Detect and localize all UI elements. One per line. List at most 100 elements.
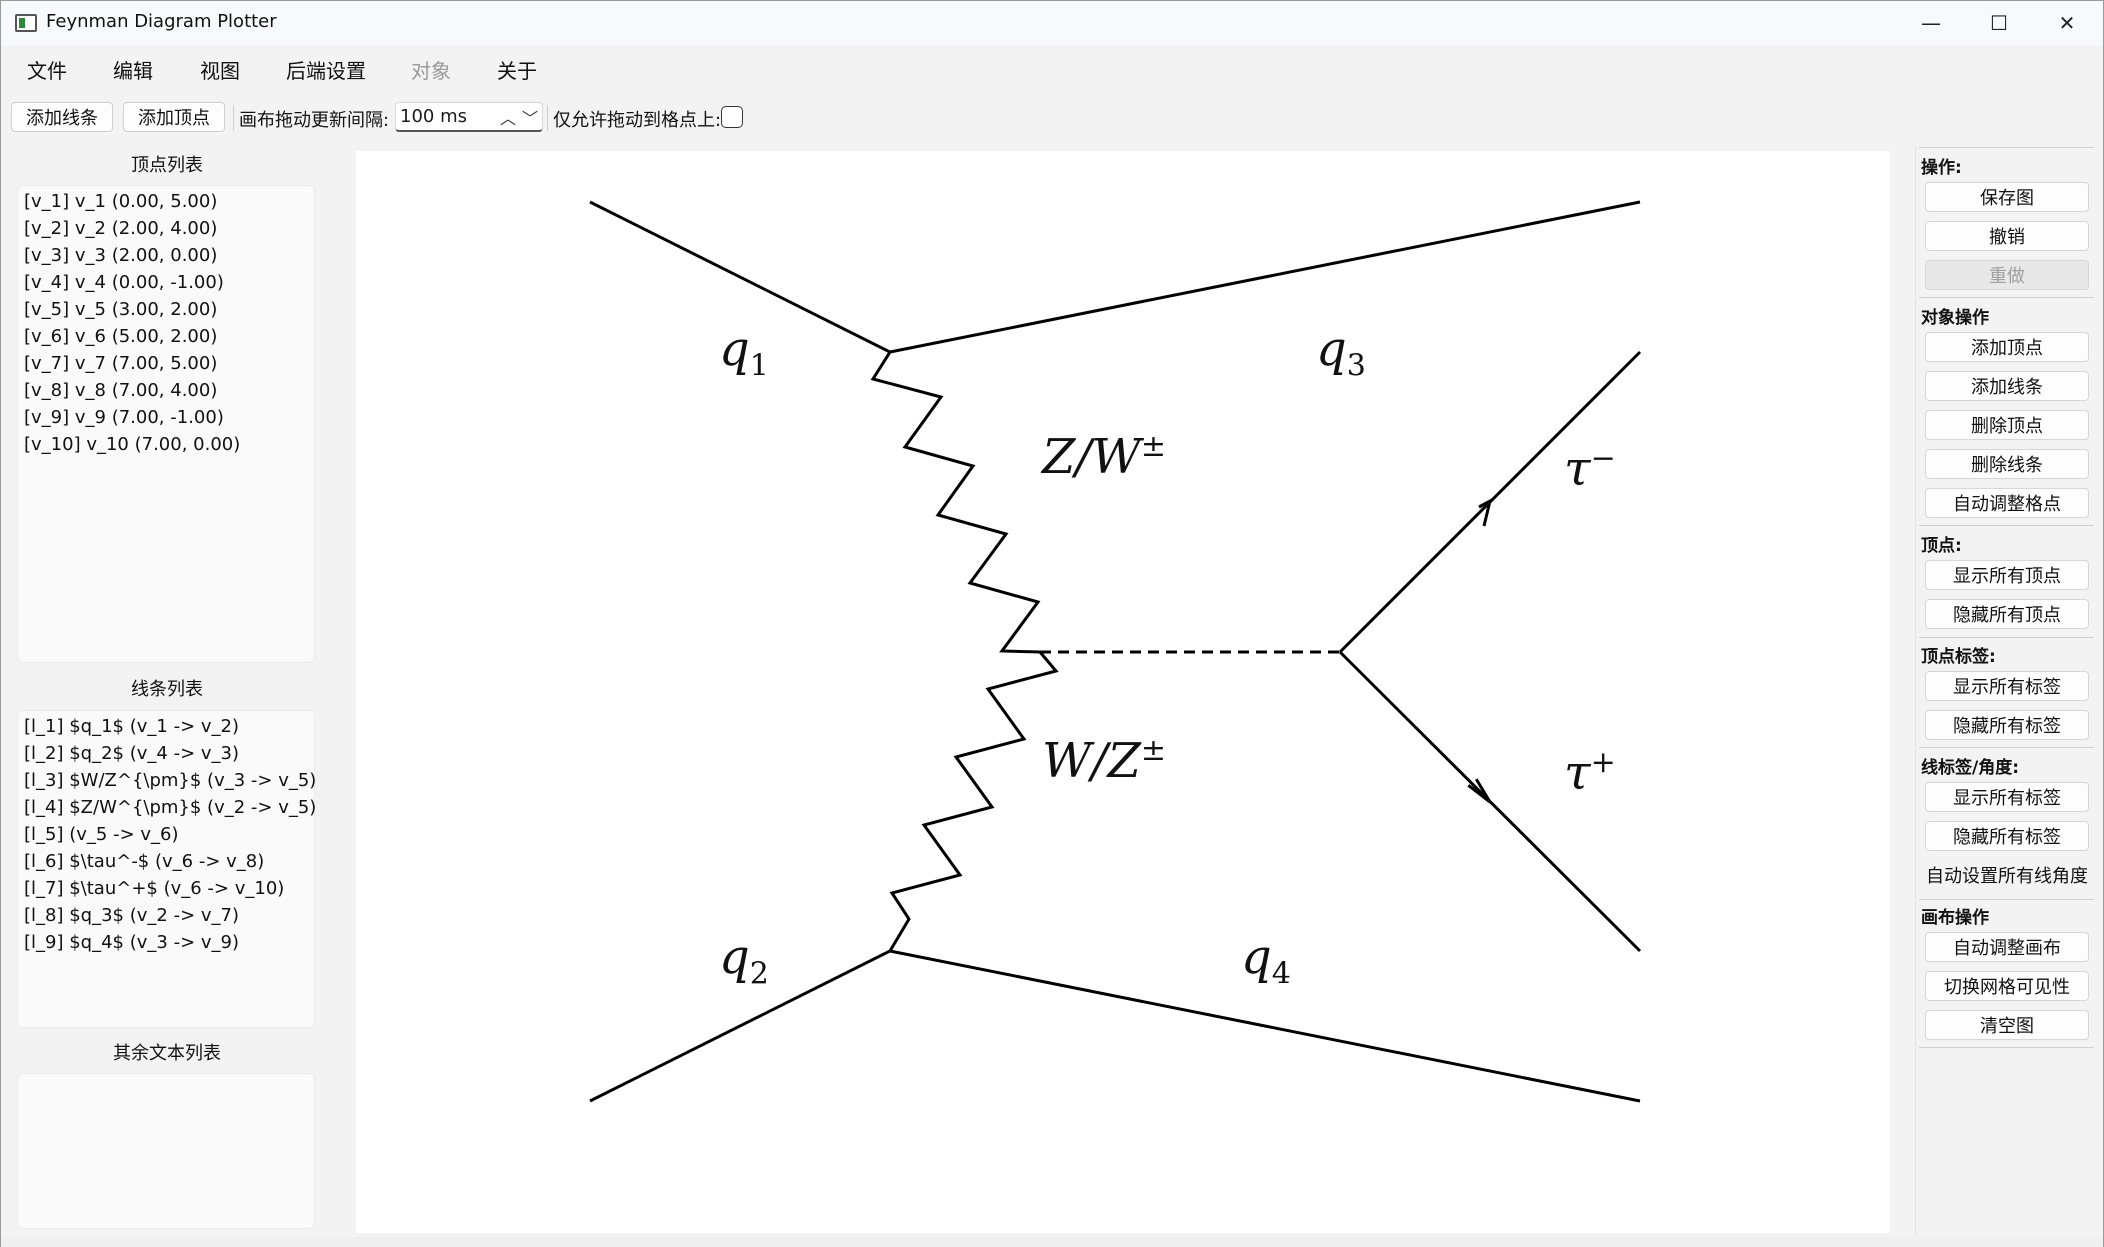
toolbar-separator xyxy=(233,105,234,131)
panel-divider xyxy=(1919,147,2094,148)
menu-file[interactable]: 文件 xyxy=(27,59,67,83)
line-w-z-boson-zigzag[interactable] xyxy=(888,651,1059,952)
hide-all-vertex-labels-button[interactable]: 隐藏所有标签 xyxy=(1925,710,2089,740)
line-list[interactable]: [l_1] $q_1$ (v_1 -> v_2) [l_2] $q_2$ (v_… xyxy=(17,710,317,1028)
line-list-item[interactable]: [l_7] $\tau^+$ (v_6 -> v_10) xyxy=(24,878,285,899)
menu-object[interactable]: 对象 xyxy=(411,59,451,83)
diagram-canvas[interactable]: q1 q3 q2 q4 Z/W± W/Z± τ− τ+ xyxy=(356,151,1890,1233)
line-q4[interactable] xyxy=(889,949,1641,1103)
line-q2[interactable] xyxy=(589,949,891,1103)
line-list-item[interactable]: [l_8] $q_3$ (v_2 -> v_7) xyxy=(24,905,239,926)
right-operations-panel xyxy=(1915,146,2095,1236)
label-w-z-boson[interactable]: W/Z± xyxy=(1042,733,1166,789)
show-all-line-labels-button[interactable]: 显示所有标签 xyxy=(1925,782,2089,812)
drag-interval-value: 100 ms xyxy=(400,106,467,127)
drag-interval-label: 画布拖动更新间隔: xyxy=(239,110,390,131)
vertex-list-item[interactable]: [v_4] v_4 (0.00, -1.00) xyxy=(24,272,224,293)
object-ops-section-label: 对象操作 xyxy=(1921,308,1989,328)
label-tau-plus[interactable]: τ+ xyxy=(1564,745,1616,801)
vertex-list-item[interactable]: [v_6] v_6 (5.00, 2.00) xyxy=(24,326,218,347)
spin-up-icon[interactable]: ︿ xyxy=(500,109,517,128)
line-list-item[interactable]: [l_1] $q_1$ (v_1 -> v_2) xyxy=(24,716,239,737)
vertex-list-item[interactable]: [v_9] v_9 (7.00, -1.00) xyxy=(24,407,224,428)
panel-divider xyxy=(1919,1047,2094,1048)
auto-set-line-angles-button[interactable]: 自动设置所有线角度 xyxy=(1926,866,2088,887)
diagram-svg xyxy=(589,200,1642,1103)
menu-bar: 文件 编辑 视图 后端设置 对象 关于 xyxy=(1,49,2103,91)
line-label-section-label: 线标签/角度: xyxy=(1921,758,2020,778)
menu-backend-settings[interactable]: 后端设置 xyxy=(286,59,366,83)
vertex-list-item[interactable]: [v_5] v_5 (3.00, 2.00) xyxy=(24,299,218,320)
line-list-item[interactable]: [l_4] $Z/W^{\pm}$ (v_2 -> v_5) xyxy=(24,797,317,818)
line-z-w-boson-zigzag[interactable] xyxy=(870,351,1041,654)
vertex-list[interactable]: [v_1] v_1 (0.00, 5.00) [v_2] v_2 (2.00, … xyxy=(17,185,315,663)
spin-down-icon[interactable]: ﹀ xyxy=(522,109,539,128)
panel-divider xyxy=(1919,297,2094,298)
vertex-label-section-label: 顶点标签: xyxy=(1921,647,1996,667)
auto-grid-button[interactable]: 自动调整格点 xyxy=(1925,488,2089,518)
title-bar: Feynman Diagram Plotter — ☐ ✕ xyxy=(1,1,2103,45)
tau-minus-arrow-icon xyxy=(1478,498,1493,527)
show-all-vertices-button[interactable]: 显示所有顶点 xyxy=(1925,560,2089,590)
undo-button[interactable]: 撤销 xyxy=(1925,221,2089,251)
snap-to-grid-checkbox[interactable] xyxy=(721,106,743,128)
vertex-list-item[interactable]: [v_7] v_7 (7.00, 5.00) xyxy=(24,353,218,374)
panel-divider xyxy=(1919,637,2094,638)
clear-diagram-button[interactable]: 清空图 xyxy=(1925,1010,2089,1040)
auto-fit-canvas-button[interactable]: 自动调整画布 xyxy=(1925,932,2089,962)
drag-interval-spinbox[interactable]: 100 ms ︿ ﹀ xyxy=(395,102,543,132)
add-line-button[interactable]: 添加线条 xyxy=(1925,371,2089,401)
line-list-item[interactable]: [l_9] $q_4$ (v_3 -> v_9) xyxy=(24,932,239,953)
vertex-list-item[interactable]: [v_10] v_10 (7.00, 0.00) xyxy=(24,434,241,455)
line-list-item[interactable]: [l_6] $\tau^-$ (v_6 -> v_8) xyxy=(24,851,265,872)
line-list-title: 线条列表 xyxy=(131,679,203,700)
vertex-list-item[interactable]: [v_1] v_1 (0.00, 5.00) xyxy=(24,191,218,212)
toolbar-add-line-button[interactable]: 添加线条 xyxy=(11,102,113,132)
delete-vertex-button[interactable]: 删除顶点 xyxy=(1925,410,2089,440)
label-q4[interactable]: q4 xyxy=(1241,929,1291,992)
close-button[interactable]: ✕ xyxy=(2058,11,2076,35)
toolbar-separator xyxy=(547,105,548,131)
label-tau-minus[interactable]: τ− xyxy=(1564,441,1616,497)
redo-button[interactable]: 重做 xyxy=(1925,260,2089,290)
line-list-item[interactable]: [l_3] $W/Z^{\pm}$ (v_3 -> v_5) xyxy=(24,770,317,791)
app-logo-icon xyxy=(15,14,37,32)
menu-view[interactable]: 视图 xyxy=(200,59,240,83)
label-q3[interactable]: q3 xyxy=(1316,321,1366,384)
label-q2[interactable]: q2 xyxy=(719,929,769,992)
line-q3[interactable] xyxy=(889,200,1641,354)
menu-about[interactable]: 关于 xyxy=(497,59,537,83)
hide-all-line-labels-button[interactable]: 隐藏所有标签 xyxy=(1925,821,2089,851)
other-text-list[interactable] xyxy=(17,1073,315,1229)
canvas-section-label: 画布操作 xyxy=(1921,908,1989,928)
panel-divider xyxy=(1919,747,2094,748)
toggle-grid-button[interactable]: 切换网格可见性 xyxy=(1925,971,2089,1001)
line-q1[interactable] xyxy=(589,200,891,354)
maximize-button[interactable]: ☐ xyxy=(1990,11,2008,35)
toolbar: 添加线条 添加顶点 画布拖动更新间隔: 100 ms ︿ ﹀ 仅允许拖动到格点上… xyxy=(1,99,2103,137)
vertex-list-title: 顶点列表 xyxy=(131,155,203,176)
other-text-list-title: 其余文本列表 xyxy=(113,1043,221,1064)
operations-section-label: 操作: xyxy=(1921,158,1962,178)
vertex-list-item[interactable]: [v_8] v_8 (7.00, 4.00) xyxy=(24,380,218,401)
hide-all-vertices-button[interactable]: 隐藏所有顶点 xyxy=(1925,599,2089,629)
add-vertex-button[interactable]: 添加顶点 xyxy=(1925,332,2089,362)
line-list-item[interactable]: [l_2] $q_2$ (v_4 -> v_3) xyxy=(24,743,239,764)
menu-edit[interactable]: 编辑 xyxy=(113,59,153,83)
save-diagram-button[interactable]: 保存图 xyxy=(1925,182,2089,212)
tau-plus-arrow-icon xyxy=(1467,778,1492,804)
minimize-button[interactable]: — xyxy=(1921,11,1941,35)
snap-to-grid-label: 仅允许拖动到格点上: xyxy=(553,110,722,131)
panel-divider xyxy=(1919,899,2094,900)
label-q1[interactable]: q1 xyxy=(719,321,769,384)
label-z-w-boson[interactable]: Z/W± xyxy=(1042,429,1166,485)
status-bar xyxy=(1,1237,2103,1247)
vertex-list-item[interactable]: [v_2] v_2 (2.00, 4.00) xyxy=(24,218,218,239)
delete-line-button[interactable]: 删除线条 xyxy=(1925,449,2089,479)
toolbar-add-vertex-button[interactable]: 添加顶点 xyxy=(123,102,225,132)
show-all-vertex-labels-button[interactable]: 显示所有标签 xyxy=(1925,671,2089,701)
window-title: Feynman Diagram Plotter xyxy=(46,11,277,32)
line-list-item[interactable]: [l_5] (v_5 -> v_6) xyxy=(24,824,179,845)
vertex-list-item[interactable]: [v_3] v_3 (2.00, 0.00) xyxy=(24,245,218,266)
